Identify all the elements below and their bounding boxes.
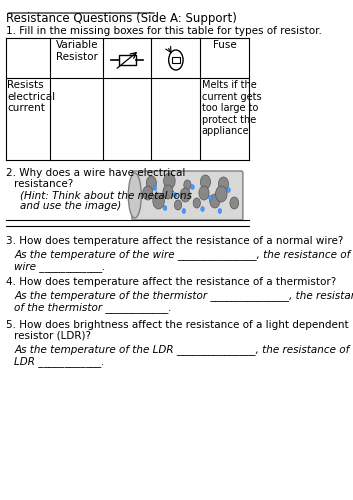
Circle shape: [153, 193, 164, 209]
Text: resistance?: resistance?: [14, 179, 74, 189]
Ellipse shape: [128, 173, 141, 218]
Text: LDR ____________.: LDR ____________.: [14, 356, 105, 367]
Circle shape: [174, 200, 182, 210]
Circle shape: [230, 197, 239, 209]
Circle shape: [182, 208, 186, 214]
Text: (Hint: Think about the metal ions: (Hint: Think about the metal ions: [20, 190, 192, 200]
Bar: [172, 57, 180, 63]
Circle shape: [143, 186, 153, 200]
Circle shape: [218, 208, 222, 214]
Text: 5. How does brightness affect the resistance of a light dependent: 5. How does brightness affect the resist…: [6, 320, 348, 330]
Circle shape: [199, 186, 209, 200]
Text: resistor (LDR)?: resistor (LDR)?: [14, 331, 91, 341]
Circle shape: [169, 50, 183, 70]
Circle shape: [210, 194, 220, 208]
Text: Variable
Resistor: Variable Resistor: [55, 40, 98, 62]
Text: 3. How does temperature affect the resistance of a normal wire?: 3. How does temperature affect the resis…: [6, 236, 343, 246]
Text: As the temperature of the LDR _______________, the resistance of the: As the temperature of the LDR __________…: [14, 344, 353, 355]
Circle shape: [219, 177, 228, 191]
Text: and use the image): and use the image): [20, 201, 121, 211]
Circle shape: [173, 192, 177, 198]
Text: As the temperature of the wire _______________, the resistance of the: As the temperature of the wire _________…: [14, 249, 353, 260]
Text: wire ____________.: wire ____________.: [14, 261, 106, 272]
Circle shape: [216, 186, 227, 202]
Circle shape: [193, 198, 201, 208]
Circle shape: [191, 184, 194, 190]
FancyBboxPatch shape: [132, 171, 243, 220]
Text: 4. How does temperature affect the resistance of a thermistor?: 4. How does temperature affect the resis…: [6, 277, 336, 287]
Circle shape: [180, 188, 190, 202]
Circle shape: [163, 185, 173, 199]
Text: Melts if the
current gets
too large to
protect the
appliance: Melts if the current gets too large to p…: [202, 80, 262, 136]
Text: of the thermistor ____________.: of the thermistor ____________.: [14, 302, 172, 313]
Circle shape: [146, 176, 156, 190]
Circle shape: [164, 173, 175, 189]
Circle shape: [201, 206, 204, 212]
Circle shape: [184, 180, 191, 190]
Text: Resistance Questions (Side A: Support): Resistance Questions (Side A: Support): [6, 12, 237, 25]
Circle shape: [153, 186, 157, 190]
Circle shape: [209, 196, 212, 200]
Text: As the temperature of the thermistor _______________, the resistance: As the temperature of the thermistor ___…: [14, 290, 353, 301]
Circle shape: [227, 188, 230, 192]
Circle shape: [163, 206, 167, 210]
Text: Fuse: Fuse: [213, 40, 237, 50]
Bar: [119, 55, 136, 65]
Text: 2. Why does a wire have electrical: 2. Why does a wire have electrical: [6, 168, 185, 178]
Text: 1. Fill in the missing boxes for this table for types of resistor.: 1. Fill in the missing boxes for this ta…: [6, 26, 322, 36]
Circle shape: [201, 175, 210, 189]
Text: Resists
electrical
current: Resists electrical current: [7, 80, 55, 113]
